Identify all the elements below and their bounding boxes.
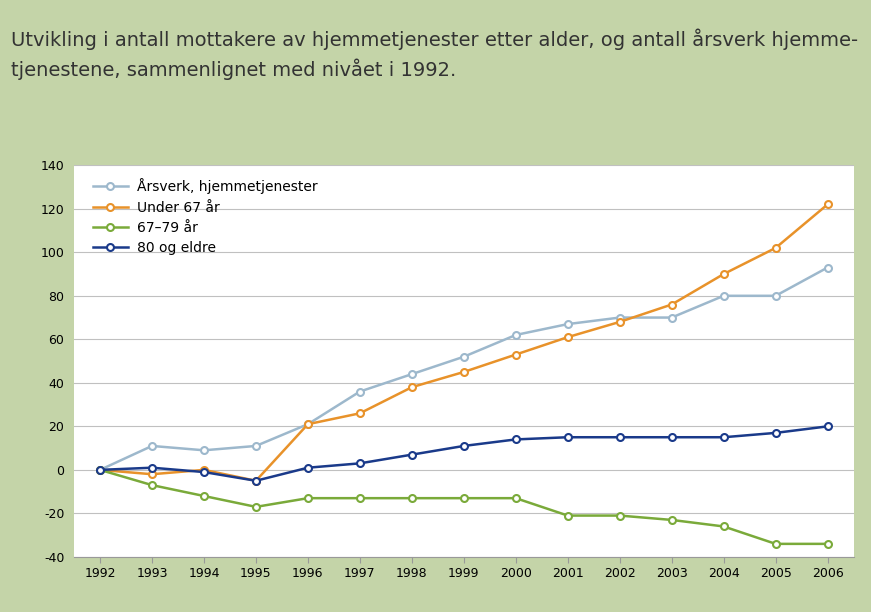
67–79 år <box>303 494 314 502</box>
67–79 år <box>147 482 158 489</box>
80 og eldre <box>147 464 158 471</box>
80 og eldre <box>95 466 105 474</box>
80 og eldre <box>666 433 677 441</box>
67–79 år <box>199 492 209 499</box>
80 og eldre <box>354 460 365 467</box>
Årsverk, hjemmetjenester <box>510 331 521 338</box>
Under 67 år <box>147 471 158 478</box>
Line: Under 67 år: Under 67 år <box>97 201 831 484</box>
67–79 år <box>95 466 105 474</box>
80 og eldre <box>615 433 625 441</box>
Under 67 år <box>303 420 314 428</box>
67–79 år <box>459 494 469 502</box>
Årsverk, hjemmetjenester <box>459 353 469 360</box>
67–79 år <box>251 503 261 510</box>
Line: Årsverk, hjemmetjenester: Årsverk, hjemmetjenester <box>97 264 831 473</box>
Årsverk, hjemmetjenester <box>95 466 105 474</box>
Årsverk, hjemmetjenester <box>251 442 261 450</box>
Årsverk, hjemmetjenester <box>563 321 573 328</box>
80 og eldre <box>822 423 833 430</box>
67–79 år <box>510 494 521 502</box>
80 og eldre <box>719 433 729 441</box>
Line: 67–79 år: 67–79 år <box>97 466 831 547</box>
67–79 år <box>563 512 573 519</box>
Under 67 år <box>822 201 833 208</box>
Årsverk, hjemmetjenester <box>719 292 729 299</box>
Under 67 år <box>199 466 209 474</box>
Årsverk, hjemmetjenester <box>771 292 781 299</box>
67–79 år <box>407 494 417 502</box>
Under 67 år <box>771 244 781 252</box>
Årsverk, hjemmetjenester <box>666 314 677 321</box>
67–79 år <box>666 517 677 524</box>
80 og eldre <box>407 451 417 458</box>
Årsverk, hjemmetjenester <box>199 447 209 454</box>
80 og eldre <box>510 436 521 443</box>
80 og eldre <box>199 468 209 476</box>
Under 67 år <box>666 301 677 308</box>
67–79 år <box>615 512 625 519</box>
Under 67 år <box>459 368 469 376</box>
80 og eldre <box>251 477 261 485</box>
Årsverk, hjemmetjenester <box>354 388 365 395</box>
Årsverk, hjemmetjenester <box>615 314 625 321</box>
67–79 år <box>822 540 833 548</box>
Under 67 år <box>615 318 625 326</box>
Under 67 år <box>510 351 521 358</box>
80 og eldre <box>459 442 469 450</box>
Årsverk, hjemmetjenester <box>407 370 417 378</box>
Under 67 år <box>719 271 729 278</box>
Årsverk, hjemmetjenester <box>822 264 833 271</box>
67–79 år <box>719 523 729 530</box>
Under 67 år <box>95 466 105 474</box>
Under 67 år <box>354 409 365 417</box>
Text: Utvikling i antall mottakere av hjemmetjenester etter alder, og antall årsverk h: Utvikling i antall mottakere av hjemmetj… <box>11 28 859 80</box>
Under 67 år <box>407 384 417 391</box>
Legend: Årsverk, hjemmetjenester, Under 67 år, 67–79 år, 80 og eldre: Årsverk, hjemmetjenester, Under 67 år, 6… <box>89 174 322 259</box>
80 og eldre <box>563 433 573 441</box>
Line: 80 og eldre: 80 og eldre <box>97 423 831 484</box>
80 og eldre <box>303 464 314 471</box>
67–79 år <box>771 540 781 548</box>
67–79 år <box>354 494 365 502</box>
80 og eldre <box>771 429 781 436</box>
Årsverk, hjemmetjenester <box>303 420 314 428</box>
Under 67 år <box>563 334 573 341</box>
Under 67 år <box>251 477 261 485</box>
Årsverk, hjemmetjenester <box>147 442 158 450</box>
